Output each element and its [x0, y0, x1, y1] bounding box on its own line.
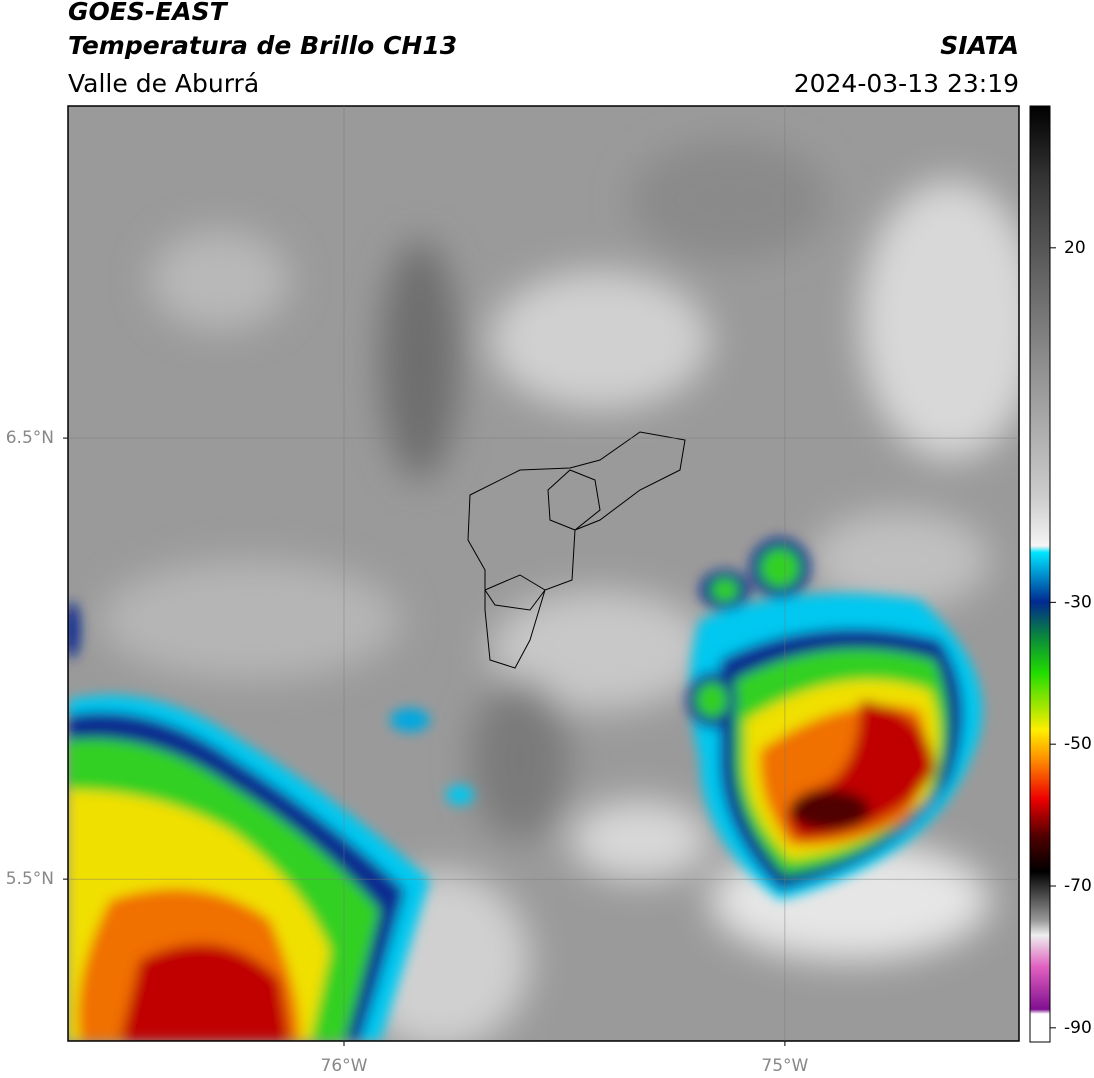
colorbar-tick-label: -90: [1064, 1018, 1092, 1038]
datetime: 2024-03-13 23:19: [794, 69, 1019, 98]
region: Valle de Aburrá: [68, 69, 259, 98]
colorbar-tick-label: -70: [1064, 876, 1092, 896]
product: Temperatura de Brillo CH13: [68, 31, 457, 60]
satellite: GOES-EAST: [68, 0, 229, 26]
colorbar-tick-label: -50: [1064, 734, 1092, 754]
source: SIATA: [940, 31, 1019, 60]
colorbar-tick-label: 20: [1064, 238, 1086, 258]
y-tick-label: 6.5°N: [6, 428, 54, 448]
x-tick-label: 76°W: [321, 1056, 368, 1076]
colorbar-tick-label: -30: [1064, 592, 1092, 612]
y-tick-label: 5.5°N: [6, 869, 54, 889]
map-frame: [67, 105, 1020, 1042]
satellite-image: [68, 106, 1019, 1041]
municipal-boundaries: [467, 431, 686, 669]
x-tick-label: 75°W: [761, 1056, 808, 1076]
colorbar: [1029, 105, 1051, 1043]
